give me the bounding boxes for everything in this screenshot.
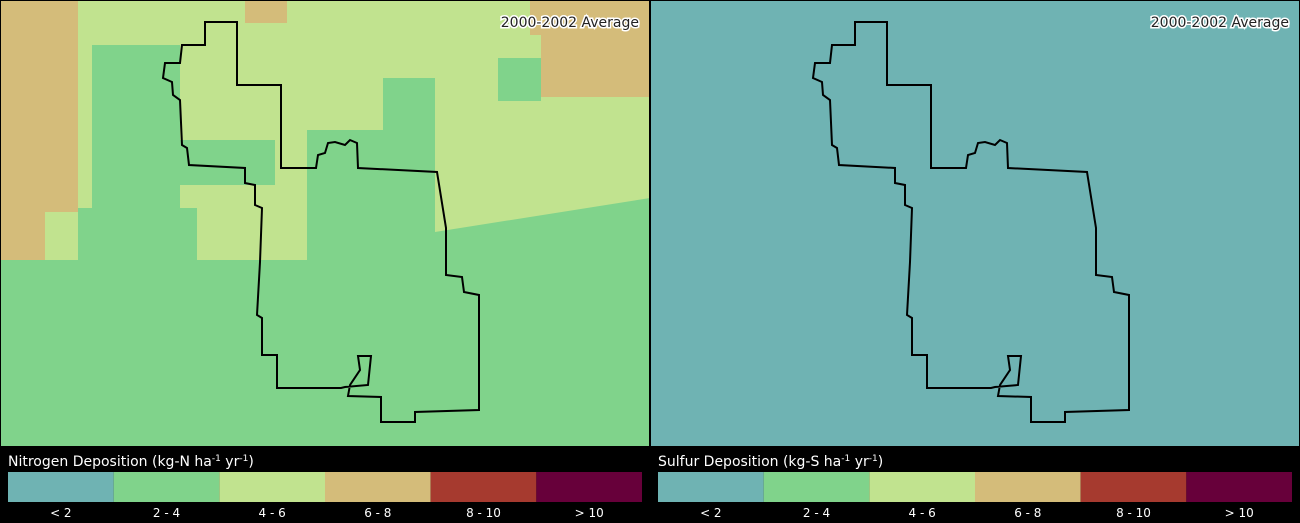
legend-swatch	[1080, 472, 1187, 502]
legend-title-part: -1	[841, 454, 850, 464]
legend-swatch	[763, 472, 870, 502]
map-border	[0, 0, 650, 447]
legend-label: < 2	[700, 506, 722, 520]
legend-swatch	[325, 472, 431, 502]
legend-label: 4 - 6	[259, 506, 286, 520]
legend-swatch	[658, 472, 764, 502]
legend-label: 8 - 10	[1116, 506, 1151, 520]
panel-title: 2000-2002 Average	[501, 15, 639, 31]
legend-label: 2 - 4	[803, 506, 830, 520]
map-cell	[330, 198, 650, 260]
legend-title-part: )	[248, 454, 253, 470]
map-cell	[498, 58, 541, 101]
map-cell	[78, 208, 197, 260]
legend-swatch	[113, 472, 220, 502]
legend-label: 2 - 4	[153, 506, 180, 520]
map-cell	[541, 35, 650, 97]
panel-title: 2000-2002 Average	[1151, 15, 1289, 31]
legend-title-part: -1	[869, 454, 878, 464]
legend-title-part: -1	[212, 454, 221, 464]
boundary-outline	[161, 21, 480, 423]
legend-title-part: yr	[850, 454, 869, 470]
legend-swatch	[430, 472, 537, 502]
legend-swatch	[536, 472, 642, 502]
legend-title: Nitrogen Deposition (kg-N ha-1 yr-1)	[8, 454, 254, 470]
legend-title-part: Nitrogen Deposition (kg-N ha	[8, 454, 212, 470]
map-cell	[245, 0, 287, 23]
legend-label: > 10	[575, 506, 604, 520]
legend-title-part: -1	[239, 454, 248, 464]
legend-title-part: Sulfur Deposition (kg-S ha	[658, 454, 841, 470]
legend-title-part: )	[878, 454, 883, 470]
map-cell	[0, 212, 45, 260]
map-cell	[383, 78, 435, 130]
legend-swatch	[1186, 472, 1292, 502]
legend-title-part: yr	[221, 454, 240, 470]
legend-label: > 10	[1225, 506, 1254, 520]
boundary-outline	[811, 21, 1130, 423]
legend-swatch	[219, 472, 325, 502]
legend-swatch	[975, 472, 1081, 502]
map-cell	[530, 0, 650, 35]
map-cell	[650, 0, 1300, 447]
map-panel: 2000-2002 Average Sulfur Deposition (kg-S…	[650, 0, 1300, 520]
map-cell	[180, 140, 275, 185]
legend-label: < 2	[50, 506, 72, 520]
legend-label: 6 - 8	[364, 506, 391, 520]
map-cell	[0, 0, 78, 212]
legend-title: Sulfur Deposition (kg-S ha-1 yr-1)	[658, 454, 883, 470]
map-panel: 2000-2002 Average Nitrogen Deposition (kg…	[0, 0, 650, 520]
legend-label: 8 - 10	[466, 506, 501, 520]
legend-label: 6 - 8	[1014, 506, 1041, 520]
legend-swatch	[8, 472, 114, 502]
legend-swatch	[869, 472, 975, 502]
legend-label: 4 - 6	[909, 506, 936, 520]
